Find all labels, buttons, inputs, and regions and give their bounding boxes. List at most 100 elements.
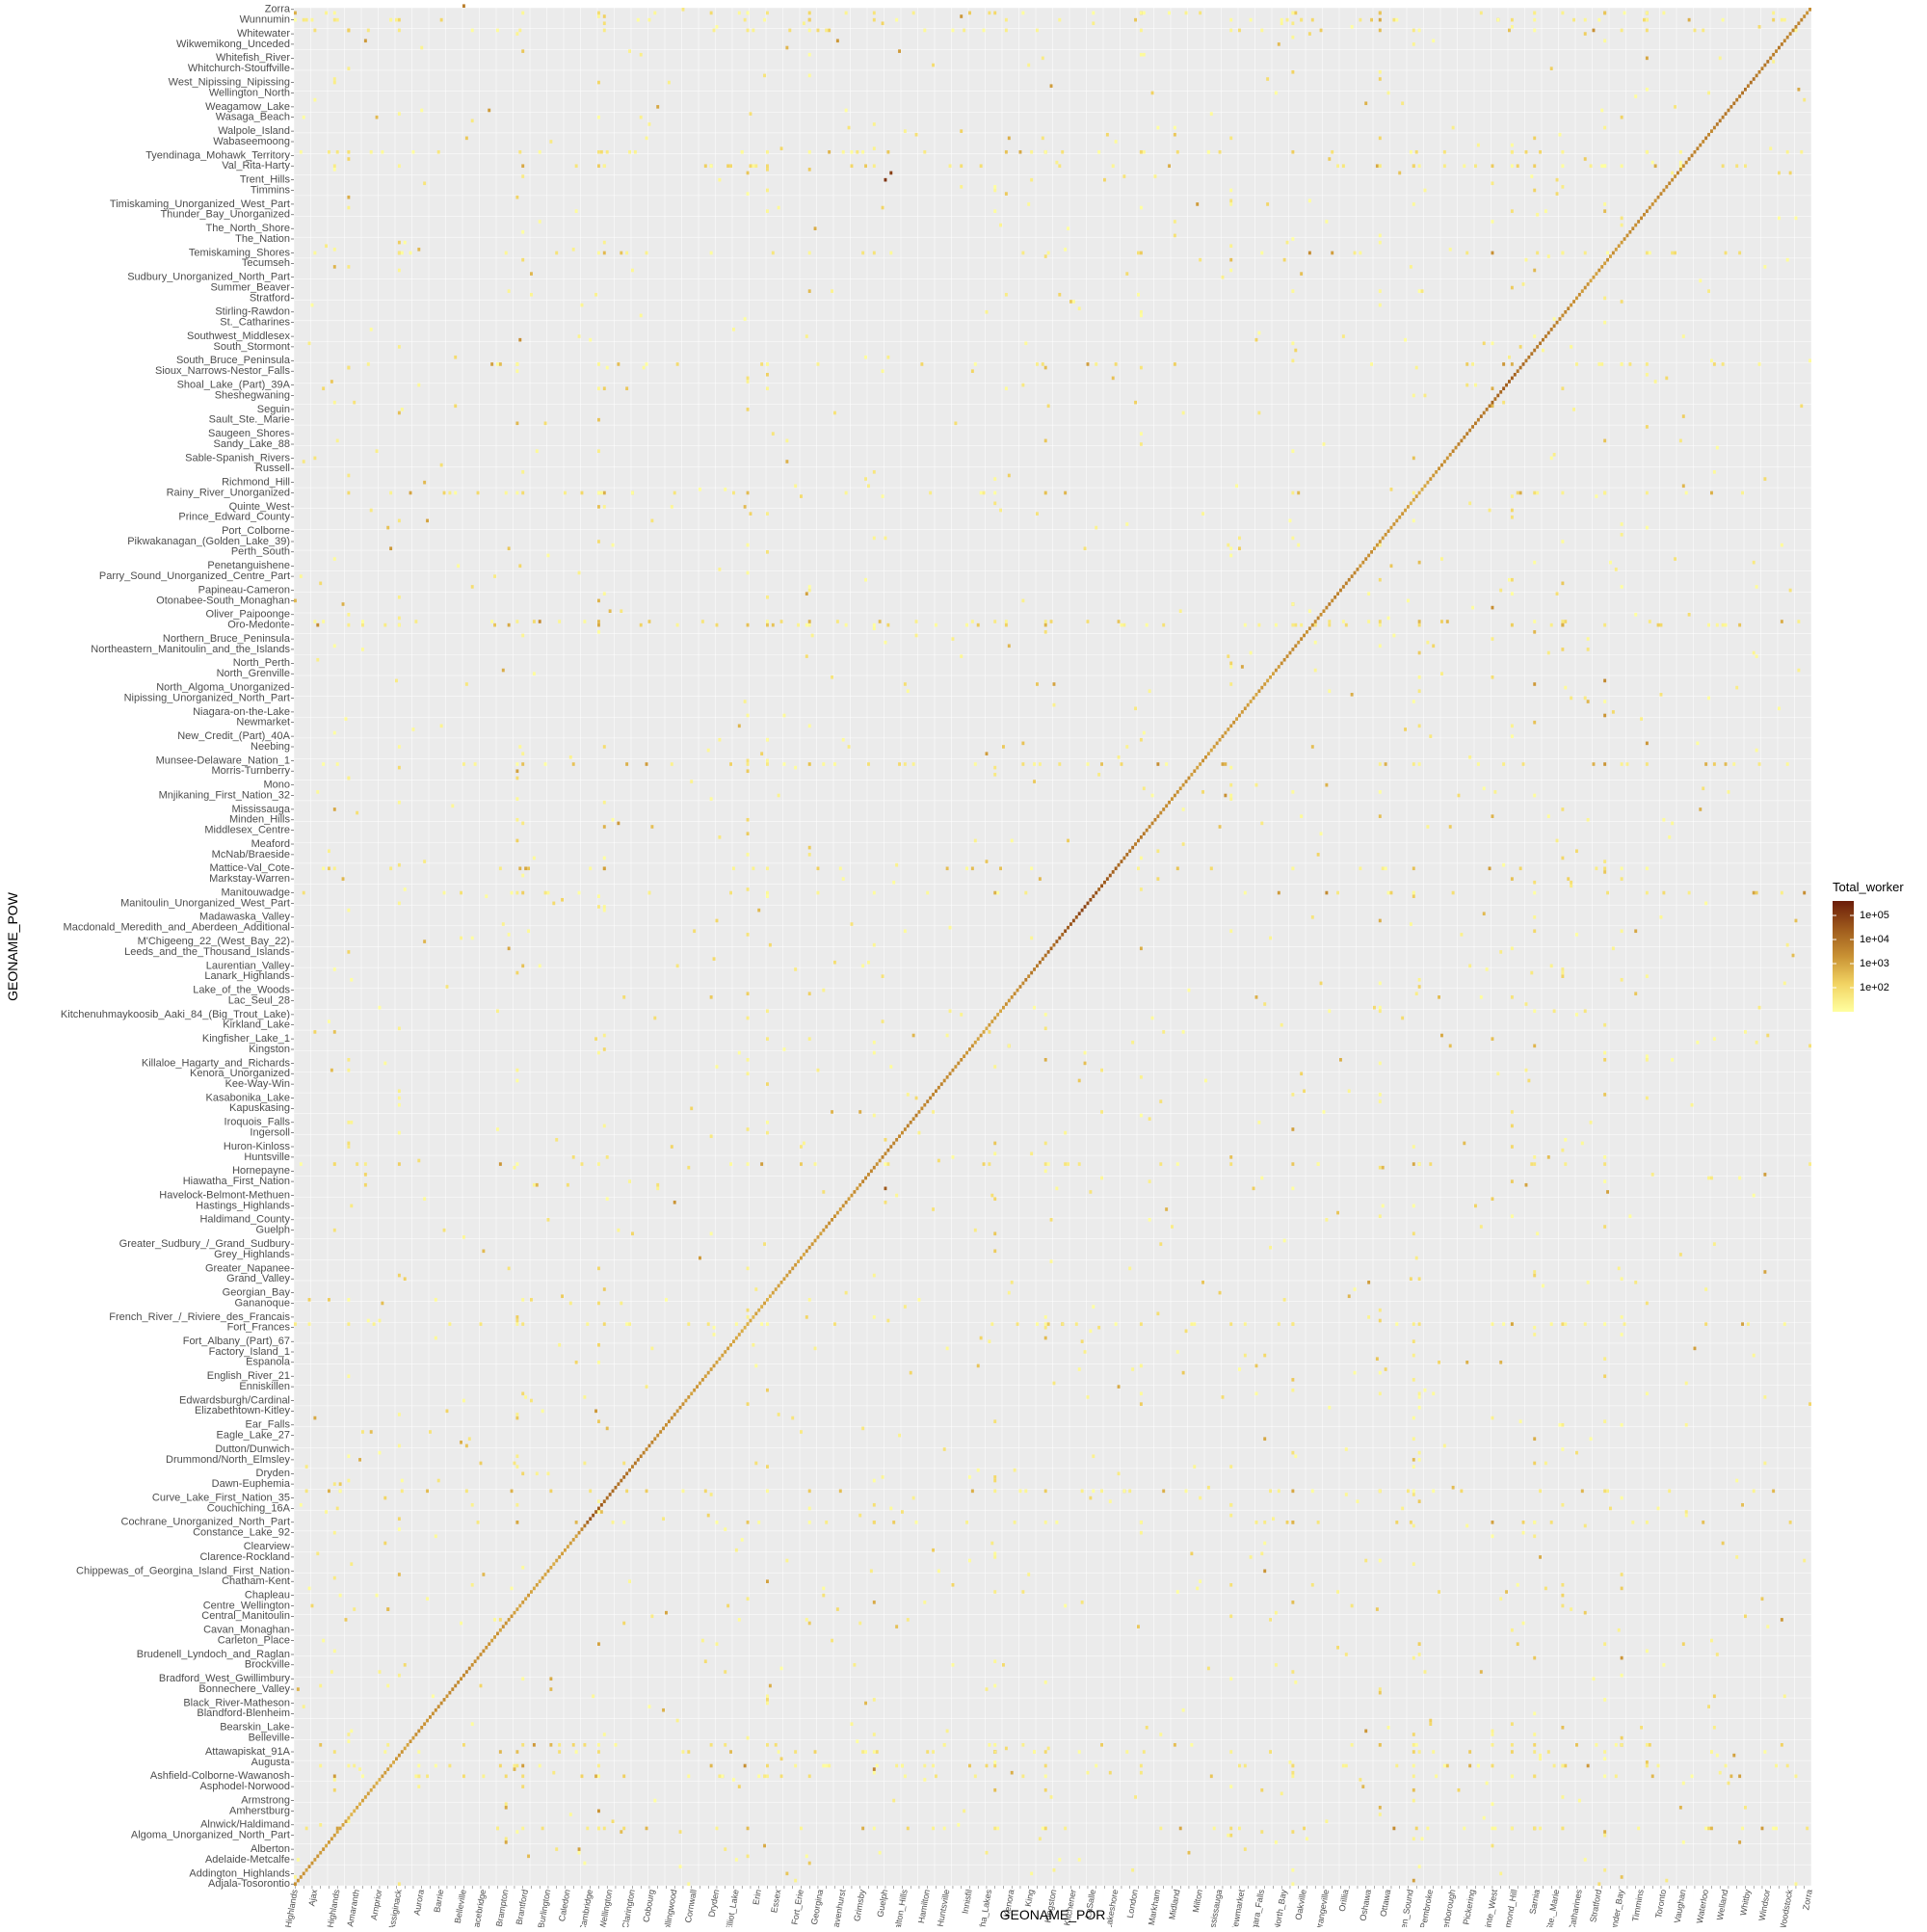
heatmap-cell xyxy=(1058,762,1062,766)
heatmap-cell xyxy=(1367,620,1371,623)
heatmap-cell xyxy=(1162,1030,1166,1034)
heatmap-cell xyxy=(766,595,769,599)
heatmap-cell xyxy=(960,185,964,189)
heatmap-cell xyxy=(1465,251,1469,255)
heatmap-cell xyxy=(1263,1521,1267,1524)
heatmap-cell xyxy=(861,1750,865,1754)
heatmap-cell xyxy=(1583,251,1587,255)
heatmap-cell xyxy=(1030,1151,1034,1156)
heatmap-cell xyxy=(1653,198,1657,203)
heatmap-cell xyxy=(861,1426,865,1431)
heatmap-cell xyxy=(310,303,314,307)
heatmap-cell xyxy=(968,11,971,15)
heatmap-cell xyxy=(872,942,876,947)
heatmap-cell xyxy=(1414,1826,1418,1831)
heatmap-cell xyxy=(1156,125,1160,130)
heatmap-cell xyxy=(1482,912,1486,916)
heatmap-cell xyxy=(1027,202,1031,206)
heatmap-cell xyxy=(1260,685,1264,690)
heatmap-cell xyxy=(1052,1867,1056,1872)
heatmap-cell xyxy=(1412,1878,1415,1883)
heatmap-cell xyxy=(294,17,297,22)
heatmap-cell xyxy=(414,1774,418,1779)
heatmap-cell xyxy=(1395,1521,1399,1524)
heatmap-cell xyxy=(1623,237,1626,241)
heatmap-cell xyxy=(957,1823,961,1827)
heatmap-cell xyxy=(1628,1214,1632,1219)
heatmap-cell xyxy=(594,1510,597,1514)
y-tick-label: Eagle_Lake_27 xyxy=(217,1430,290,1442)
heatmap-cell xyxy=(1030,866,1034,871)
heatmap-cell xyxy=(1269,1489,1272,1494)
heatmap-cell xyxy=(1417,560,1421,565)
heatmap-cell xyxy=(1199,11,1202,15)
heatmap-cell xyxy=(1414,149,1418,154)
heatmap-cell xyxy=(1580,1489,1584,1494)
heatmap-cell xyxy=(1325,605,1329,610)
heatmap-cell xyxy=(1645,149,1649,154)
heatmap-cell xyxy=(906,689,910,694)
heatmap-cell xyxy=(889,1506,893,1511)
heatmap-cell xyxy=(791,1416,795,1420)
heatmap-cell xyxy=(335,762,339,766)
heatmap-cell xyxy=(504,1802,508,1806)
heatmap-cell xyxy=(485,1645,488,1650)
heatmap-cell xyxy=(330,1068,333,1072)
heatmap-cell xyxy=(993,773,997,777)
heatmap-cell xyxy=(802,21,805,26)
heatmap-cell xyxy=(746,1058,750,1062)
heatmap-cell xyxy=(1043,438,1047,443)
heatmap-cell xyxy=(1159,1826,1163,1831)
heatmap-cell xyxy=(937,1158,940,1163)
heatmap-cell xyxy=(1561,1603,1565,1608)
heatmap-cell xyxy=(749,1318,752,1323)
x-tick-label: Pembroke xyxy=(1418,1889,1435,1927)
heatmap-cell xyxy=(1254,1363,1258,1368)
heatmap-cell xyxy=(1567,877,1571,881)
heatmap-cell xyxy=(1089,1329,1093,1334)
heatmap-cell xyxy=(963,1054,966,1058)
heatmap-cell xyxy=(1201,758,1204,763)
heatmap-cell xyxy=(602,164,606,169)
heatmap-cell xyxy=(521,762,525,766)
heatmap-cell xyxy=(1600,265,1604,269)
heatmap-cell xyxy=(332,1575,336,1580)
heatmap-cell xyxy=(1297,543,1301,547)
heatmap-cell xyxy=(299,1162,303,1166)
heatmap-cell xyxy=(1092,21,1095,26)
heatmap-cell xyxy=(549,1743,553,1747)
heatmap-cell xyxy=(552,901,556,906)
heatmap-cell xyxy=(749,512,752,516)
heatmap-cell xyxy=(766,622,769,627)
heatmap-cell xyxy=(414,620,418,623)
heatmap-cell xyxy=(718,1774,722,1779)
heatmap-cell xyxy=(884,177,887,182)
heatmap-cell xyxy=(1272,672,1275,675)
heatmap-cell xyxy=(889,1065,893,1069)
x-tick-label: Erin xyxy=(751,1889,763,1906)
heatmap-cell xyxy=(1583,285,1587,290)
heatmap-cell xyxy=(543,762,547,766)
heatmap-cell xyxy=(1555,177,1559,182)
heatmap-cell xyxy=(1533,17,1537,22)
heatmap-cell xyxy=(1659,693,1663,697)
heatmap-cell xyxy=(622,1826,626,1831)
heatmap-cell xyxy=(699,1256,701,1260)
heatmap-cell xyxy=(872,1040,876,1045)
heatmap-cell xyxy=(1033,967,1036,971)
heatmap-cell xyxy=(470,119,474,123)
heatmap-cell xyxy=(445,1694,449,1699)
heatmap-cell xyxy=(1030,149,1034,154)
heatmap-cell xyxy=(1395,1763,1399,1768)
heatmap-cell xyxy=(521,964,525,968)
heatmap-cell xyxy=(1229,553,1233,558)
heatmap-cell xyxy=(1291,1127,1295,1131)
heatmap-cell xyxy=(597,14,600,18)
heatmap-cell xyxy=(743,17,747,22)
heatmap-cell xyxy=(1252,696,1255,701)
heatmap-cell xyxy=(757,1308,761,1312)
heatmap-cell xyxy=(1766,1033,1770,1038)
heatmap-cell xyxy=(1407,505,1410,509)
heatmap-cell xyxy=(571,1155,575,1159)
heatmap-cell xyxy=(1341,334,1345,338)
